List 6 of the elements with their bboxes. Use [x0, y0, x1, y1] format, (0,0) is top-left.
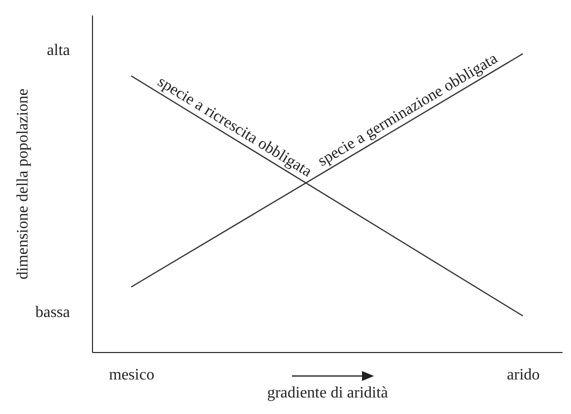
- x-tick-label: mesico: [109, 366, 154, 384]
- text: bassa: [35, 304, 70, 321]
- y-axis-title: dimensione della popolazione: [14, 88, 32, 280]
- x-tick-label: arido: [506, 366, 540, 384]
- text: alta: [46, 42, 70, 59]
- x-axis-title: gradiente di aridità: [267, 384, 388, 402]
